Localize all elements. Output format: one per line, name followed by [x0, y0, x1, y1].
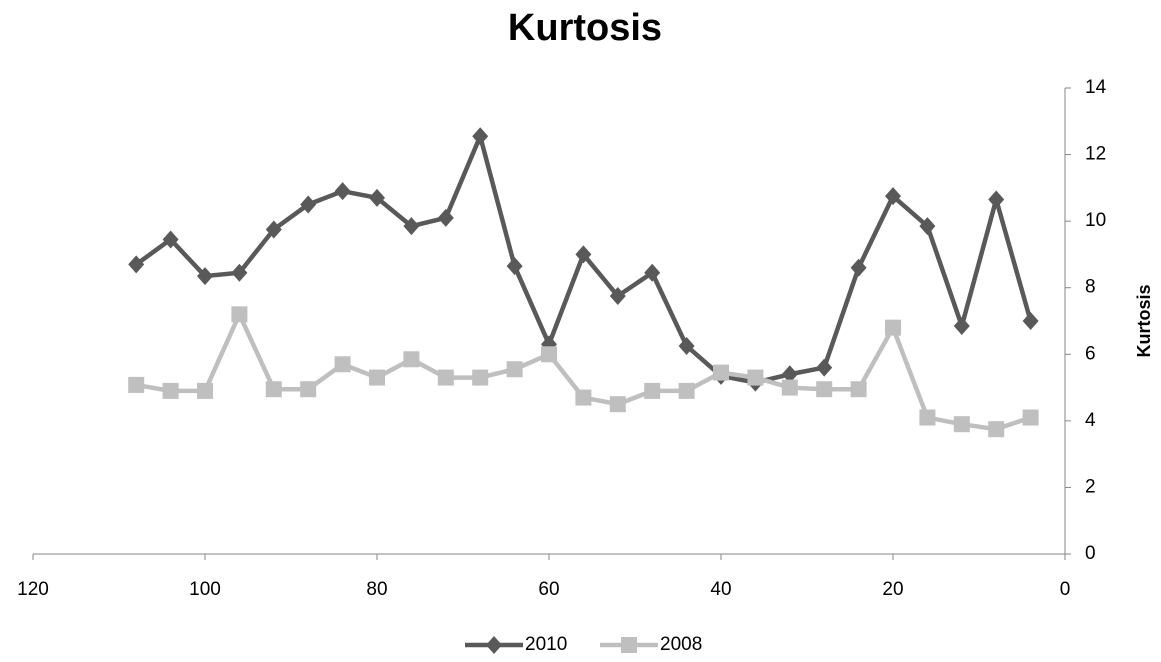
marker	[231, 263, 248, 282]
marker	[403, 351, 420, 368]
marker	[506, 361, 523, 378]
marker	[128, 376, 145, 393]
marker	[437, 369, 454, 386]
x-tick-label: 40	[710, 579, 731, 600]
marker	[919, 217, 936, 236]
x-tick-label: 80	[366, 579, 387, 600]
marker	[369, 369, 385, 386]
marker	[334, 182, 351, 201]
marker	[575, 245, 592, 264]
marker	[953, 316, 970, 335]
marker	[747, 369, 764, 386]
y-axis-label: Kurtosis	[1134, 284, 1154, 357]
marker	[265, 381, 282, 398]
y-tick-label: 4	[1085, 410, 1096, 431]
marker	[197, 382, 213, 399]
marker	[713, 364, 729, 381]
marker	[1022, 312, 1039, 330]
marker	[265, 220, 282, 239]
marker	[300, 381, 317, 398]
chart-title: Kurtosis	[508, 7, 662, 49]
legend-label: 2008	[660, 634, 702, 655]
marker	[885, 319, 901, 336]
marker	[678, 336, 695, 355]
y-tick-label: 10	[1085, 210, 1106, 231]
x-tick-label: 20	[882, 579, 903, 600]
marker	[609, 396, 626, 413]
marker	[850, 381, 867, 398]
marker	[506, 257, 523, 276]
y-tick-label: 8	[1085, 277, 1096, 298]
marker	[678, 382, 695, 399]
marker	[781, 365, 798, 384]
marker	[486, 636, 502, 654]
y-tick-label: 12	[1085, 144, 1106, 165]
y-tick-label: 6	[1085, 343, 1096, 364]
y-tick-label: 0	[1085, 543, 1096, 564]
marker	[816, 358, 833, 377]
marker	[953, 416, 970, 433]
marker	[541, 346, 557, 363]
marker	[437, 208, 454, 227]
marker	[781, 379, 798, 396]
x-tick-label: 120	[17, 579, 49, 600]
marker	[644, 263, 661, 282]
x-tick-label: 0	[1060, 579, 1071, 600]
marker	[609, 287, 626, 306]
marker	[300, 195, 317, 214]
y-tick-label: 14	[1085, 77, 1107, 98]
marker	[369, 188, 385, 207]
marker	[644, 382, 661, 399]
marker	[403, 217, 420, 236]
legend-label: 2010	[525, 634, 567, 655]
x-tick-label: 60	[538, 579, 559, 600]
marker	[334, 356, 351, 373]
marker	[575, 389, 592, 406]
marker	[885, 187, 901, 206]
marker	[1022, 409, 1039, 426]
marker	[197, 267, 213, 286]
marker	[472, 369, 489, 386]
marker	[162, 230, 179, 249]
marker	[162, 382, 179, 399]
marker	[231, 306, 248, 323]
marker	[919, 409, 936, 426]
marker	[988, 421, 1005, 438]
marker	[850, 258, 867, 277]
y-tick-label: 2	[1085, 476, 1096, 497]
marker	[816, 381, 833, 398]
marker	[472, 127, 489, 146]
marker	[621, 637, 637, 653]
x-tick-label: 100	[189, 579, 221, 600]
marker	[128, 255, 145, 274]
marker	[988, 190, 1005, 209]
